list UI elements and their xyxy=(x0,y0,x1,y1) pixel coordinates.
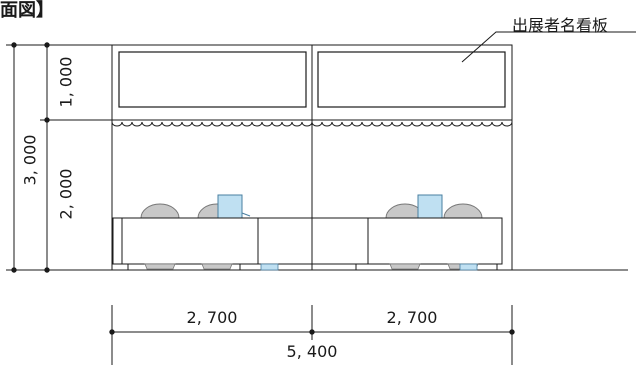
scalloped-valance xyxy=(111,121,513,127)
sign-leader-line xyxy=(461,31,636,63)
chair-icon xyxy=(140,203,180,219)
booth-left-furniture xyxy=(112,194,313,271)
dimension-booth-widths xyxy=(109,305,515,340)
dimension-total-width xyxy=(111,340,513,365)
monitor-stand xyxy=(241,212,251,217)
chair-base-icon xyxy=(144,263,176,270)
monitor-icon xyxy=(217,194,243,219)
monitor-base-icon xyxy=(260,263,279,271)
side-table xyxy=(311,217,369,265)
chair-icon xyxy=(443,203,483,219)
monitor-icon xyxy=(417,194,443,219)
dimension-label-signboard-height: 1, 000 xyxy=(56,56,76,108)
sign-label: 出展者名看板 xyxy=(512,16,609,35)
dimension-total-height xyxy=(6,42,112,273)
dimension-label-total-width: 5, 400 xyxy=(286,342,338,361)
booth-right-furniture xyxy=(311,194,503,271)
dimension-segment-heights xyxy=(40,42,112,273)
monitor-base-icon xyxy=(459,263,478,271)
signboard-left xyxy=(118,51,307,108)
dimension-label-left-width: 2, 700 xyxy=(186,308,238,327)
counter-table xyxy=(367,217,503,265)
chair-base-icon xyxy=(201,263,233,270)
chair-base-icon xyxy=(389,263,421,270)
shelf-edge xyxy=(112,217,123,265)
counter-table xyxy=(121,217,259,265)
drawing-title: 面図】 xyxy=(0,0,54,21)
side-table xyxy=(257,217,313,265)
dimension-label-lower-height: 2, 000 xyxy=(56,168,76,220)
dimension-label-right-width: 2, 700 xyxy=(386,308,438,327)
signboard-right xyxy=(317,51,506,108)
dimension-label-total-height: 3, 000 xyxy=(20,134,40,186)
